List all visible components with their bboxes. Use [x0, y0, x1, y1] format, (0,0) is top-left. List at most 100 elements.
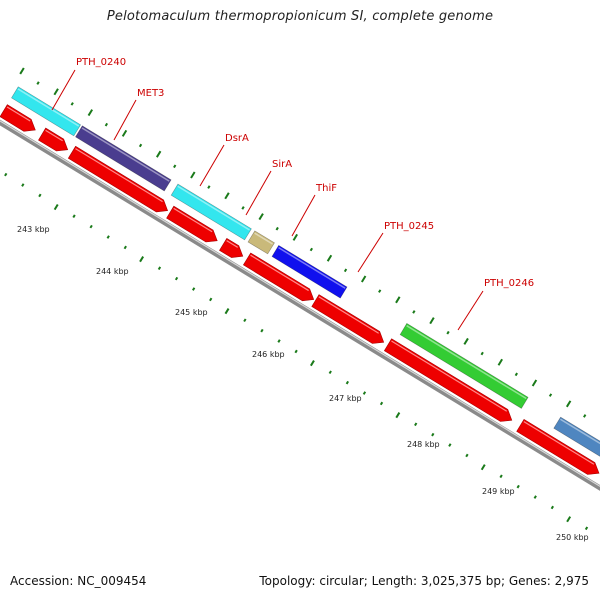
feature-highlight	[406, 325, 527, 400]
outer-tick	[224, 192, 230, 200]
inner-tick	[395, 412, 401, 419]
inner-tick	[106, 235, 110, 239]
outer-tick	[207, 185, 211, 189]
outer-tick	[138, 143, 143, 148]
cds-arrow	[219, 237, 244, 258]
feature-sira	[247, 230, 275, 255]
inner-tick	[53, 204, 59, 211]
gene-label[interactable]: PTH_0245	[384, 221, 434, 232]
inner-tick	[362, 391, 367, 395]
outer-tick	[36, 81, 40, 85]
callout-leader-line	[457, 290, 484, 331]
gene-label[interactable]: DsrA	[225, 133, 249, 144]
inner-tick	[89, 224, 93, 229]
backbone-highlight	[0, 120, 600, 487]
cds-arrow-highlight	[391, 340, 508, 412]
feature-pth-0246	[399, 322, 529, 409]
inner-tick	[448, 443, 452, 447]
gene-label[interactable]: PTH_0246	[484, 278, 534, 289]
kbp-label: 243 kbp	[17, 225, 50, 234]
kbp-label: 250 kbp	[556, 533, 589, 542]
outer-tick	[480, 351, 484, 356]
inner-tick	[294, 349, 298, 354]
cds-arrow-highlight	[6, 106, 31, 122]
outer-tick	[378, 289, 382, 293]
outer-tick	[395, 296, 401, 304]
cds-arrow	[383, 338, 513, 422]
inner-tick	[516, 484, 520, 489]
cds-arrow-highlight	[173, 207, 213, 233]
kbp-label: 244 kbp	[96, 267, 129, 276]
outer-tick	[309, 247, 314, 252]
kbp-label: 247 kbp	[329, 394, 362, 403]
callout-leader-line	[51, 69, 76, 111]
callout-leader-line	[199, 144, 225, 187]
inner-tick	[191, 287, 196, 291]
inner-tick	[38, 193, 42, 198]
callout-leader-line	[291, 194, 316, 237]
inner-tick	[328, 370, 332, 375]
cds-track	[0, 104, 600, 475]
cds-arrow-highlight	[523, 421, 595, 465]
outer-tick	[241, 206, 245, 210]
outer-tick	[360, 275, 367, 283]
kbp-label: 246 kbp	[252, 350, 285, 359]
inner-tick	[310, 360, 315, 367]
feature-met3	[75, 125, 172, 192]
gene-label[interactable]: ThiF	[315, 183, 337, 194]
feature-highlight	[177, 185, 250, 231]
outer-tick	[190, 171, 196, 179]
callout-leader-line	[113, 99, 137, 141]
gene-callouts: PTH_0240 MET3 DsrA SirA ThiF PTH_0245 PTH_0246	[51, 57, 534, 331]
gene-label[interactable]: PTH_0240	[76, 57, 126, 68]
outer-tick	[343, 268, 348, 273]
feature-pth-0240	[11, 86, 82, 137]
cds-arrow	[242, 252, 315, 302]
feature-thif	[271, 244, 348, 299]
accession-text: Accession: NC_009454	[10, 574, 147, 588]
tick-marks	[4, 67, 589, 531]
genome-summary-text: Topology: circular; Length: 3,025,375 bp…	[259, 574, 589, 588]
inner-tick	[480, 464, 486, 471]
gene-label[interactable]: SirA	[272, 159, 292, 170]
outer-tick	[514, 372, 518, 377]
cds-arrow-highlight	[75, 148, 163, 203]
inner-tick	[566, 516, 572, 523]
feature-steelblue	[553, 416, 600, 457]
outer-tick	[531, 379, 538, 387]
inner-tick	[224, 308, 230, 315]
kbp-label: 248 kbp	[407, 440, 440, 449]
inner-tick	[72, 214, 76, 219]
outer-tick	[326, 254, 333, 262]
outer-tick	[583, 414, 587, 418]
map-title: Pelotomaculum thermopropionicum SI, comp…	[106, 9, 494, 24]
inner-tick	[123, 245, 127, 250]
outer-tick	[565, 400, 572, 408]
backbone-line	[0, 119, 600, 491]
inner-tick	[21, 183, 25, 187]
outer-tick	[548, 393, 553, 397]
kbp-label: 249 kbp	[482, 487, 515, 496]
outer-tick	[70, 102, 74, 106]
callout-leader-line	[245, 170, 272, 216]
kbp-label: 245 kbp	[175, 308, 208, 317]
gene-label[interactable]: MET3	[137, 88, 164, 99]
inner-tick	[277, 339, 281, 343]
inner-tick	[260, 328, 264, 333]
outer-tick	[275, 226, 279, 231]
feature-track	[11, 86, 600, 457]
outer-tick	[412, 310, 416, 314]
inner-tick	[550, 505, 554, 510]
cds-arrow	[311, 294, 385, 344]
outer-tick	[429, 317, 435, 325]
outer-tick	[104, 122, 109, 127]
inner-tick	[209, 297, 213, 302]
inner-tick	[174, 276, 179, 281]
inner-tick	[139, 256, 145, 263]
outer-tick	[446, 330, 450, 335]
feature-highlight	[254, 232, 273, 245]
inner-tick	[243, 318, 247, 323]
outer-tick	[19, 67, 25, 75]
